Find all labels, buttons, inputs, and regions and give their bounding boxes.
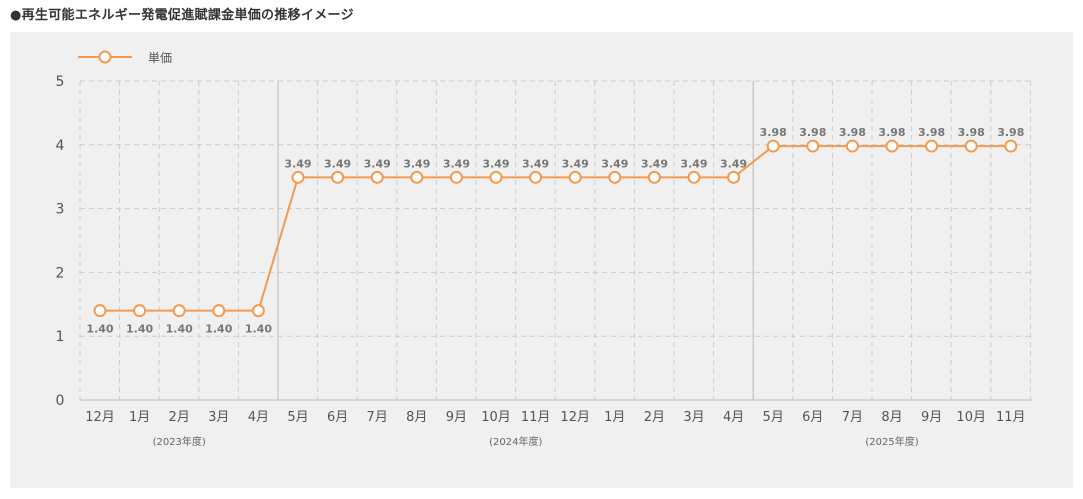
data-label: 3.98 <box>918 126 945 139</box>
data-point <box>251 304 265 318</box>
data-point <box>568 170 582 184</box>
data-point <box>845 139 859 153</box>
fiscal-year-label: (2025年度) <box>865 435 918 448</box>
data-label: 1.40 <box>245 323 272 336</box>
x-tick-label: 2月 <box>644 410 665 425</box>
data-point <box>291 170 305 184</box>
data-point <box>331 170 345 184</box>
data-label: 3.49 <box>641 157 668 170</box>
data-label: 3.49 <box>324 157 351 170</box>
x-tick-label: 2月 <box>169 410 190 425</box>
data-label: 1.40 <box>126 323 153 336</box>
data-label: 3.49 <box>601 157 628 170</box>
page-title: ●再生可能エネルギー発電促進賦課金単価の推移イメージ <box>10 8 354 23</box>
y-tick-label: 2 <box>56 265 65 281</box>
data-point <box>687 170 701 184</box>
x-tick-label: 11月 <box>521 410 551 425</box>
data-point <box>93 304 107 318</box>
legend-marker <box>98 50 112 64</box>
x-tick-label: 9月 <box>446 410 467 425</box>
data-point <box>885 139 899 153</box>
chart-background <box>10 32 1073 488</box>
x-tick-label: 8月 <box>881 410 902 425</box>
data-point <box>489 170 503 184</box>
data-point <box>608 170 622 184</box>
x-tick-label: 6月 <box>802 410 823 425</box>
data-label: 3.98 <box>878 126 905 139</box>
y-tick-label: 3 <box>56 202 65 218</box>
data-label: 3.49 <box>522 157 549 170</box>
x-tick-label: 9月 <box>921 410 942 425</box>
data-label: 3.49 <box>482 157 509 170</box>
data-point <box>449 170 463 184</box>
data-label: 3.49 <box>720 157 747 170</box>
data-label: 3.98 <box>958 126 985 139</box>
data-point <box>647 170 661 184</box>
data-point <box>370 170 384 184</box>
x-tick-label: 4月 <box>723 410 744 425</box>
data-point <box>727 170 741 184</box>
x-tick-label: 12月 <box>560 410 590 425</box>
data-label: 3.49 <box>403 157 430 170</box>
data-point <box>806 139 820 153</box>
x-tick-label: 10月 <box>481 410 511 425</box>
data-point <box>410 170 424 184</box>
series-line-tanka <box>100 145 1011 312</box>
data-label: 3.98 <box>799 126 826 139</box>
data-label: 3.98 <box>760 126 787 139</box>
data-label: 3.49 <box>562 157 589 170</box>
x-tick-label: 7月 <box>842 410 863 425</box>
y-tick-label: 5 <box>56 74 65 90</box>
data-label: 3.49 <box>364 157 391 170</box>
data-label: 1.40 <box>205 323 232 336</box>
legend-label: 単価 <box>148 51 172 65</box>
x-tick-label: 3月 <box>683 410 704 425</box>
x-tick-label: 5月 <box>763 410 784 425</box>
data-label: 1.40 <box>86 323 113 336</box>
data-point <box>766 139 780 153</box>
data-label: 1.40 <box>166 323 193 336</box>
x-tick-label: 4月 <box>248 410 269 425</box>
fiscal-year-label: (2024年度) <box>489 435 542 448</box>
data-point <box>925 139 939 153</box>
x-tick-label: 8月 <box>406 410 427 425</box>
data-label: 3.98 <box>839 126 866 139</box>
y-tick-label: 0 <box>56 393 65 409</box>
data-point <box>212 304 226 318</box>
x-tick-label: 7月 <box>367 410 388 425</box>
data-label: 3.98 <box>997 126 1024 139</box>
x-tick-label: 11月 <box>996 410 1026 425</box>
x-tick-label: 3月 <box>208 410 229 425</box>
data-point <box>529 170 543 184</box>
x-tick-label: 12月 <box>85 410 115 425</box>
x-tick-label: 6月 <box>327 410 348 425</box>
data-label: 3.49 <box>284 157 311 170</box>
data-label: 3.49 <box>443 157 470 170</box>
x-tick-label: 1月 <box>604 410 625 425</box>
data-label: 3.49 <box>680 157 707 170</box>
fiscal-year-label: (2023年度) <box>153 435 206 448</box>
data-point <box>172 304 186 318</box>
x-tick-label: 10月 <box>956 410 986 425</box>
data-point <box>1004 139 1018 153</box>
y-tick-label: 4 <box>56 138 65 154</box>
x-tick-label: 1月 <box>129 410 150 425</box>
data-point <box>964 139 978 153</box>
data-point <box>133 304 147 318</box>
x-tick-label: 5月 <box>287 410 308 425</box>
y-tick-label: 1 <box>56 329 65 345</box>
